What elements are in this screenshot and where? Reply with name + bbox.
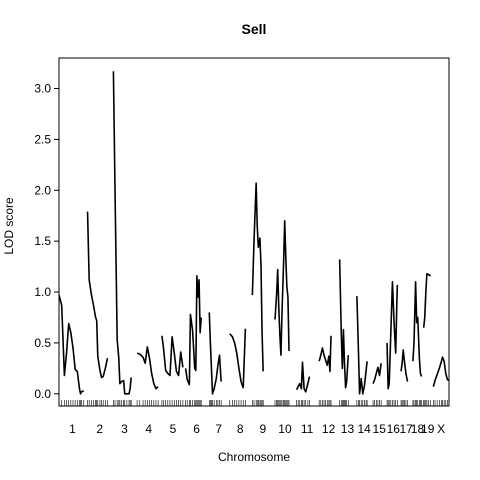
- x-tick-label: 10: [278, 422, 292, 436]
- y-tick-label: 2.0: [34, 183, 51, 197]
- lod-curve-chr-3: [112, 71, 132, 395]
- x-axis-label: Chromosome: [218, 450, 290, 464]
- lod-curve-chr-9: [251, 182, 264, 372]
- x-tick-label: 5: [170, 422, 177, 436]
- x-tick-label: 1: [69, 422, 76, 436]
- lod-curve-chr-15: [372, 363, 382, 384]
- lod-curve-chr-14: [356, 296, 368, 395]
- lod-curve-chr-10: [274, 220, 290, 356]
- y-tick-label: 0.5: [34, 336, 51, 350]
- lod-curve-chr-12: [318, 335, 332, 373]
- lod-curve-chr-6: [184, 274, 203, 386]
- x-tick-label: 7: [215, 422, 222, 436]
- lod-curve-chr-19: [422, 272, 432, 328]
- x-tick-label: 3: [121, 422, 128, 436]
- x-tick-label: 14: [357, 422, 371, 436]
- x-tick-label: 17: [399, 422, 413, 436]
- x-tick-label: X: [437, 422, 445, 436]
- y-tick-label: 3.0: [34, 82, 51, 96]
- lod-curve-chr-11: [295, 361, 311, 393]
- x-tick-label: 11: [301, 422, 314, 436]
- x-tick-label: 8: [237, 422, 244, 436]
- lod-curve-chr-5: [161, 335, 184, 377]
- y-tick-label: 0.0: [34, 387, 51, 401]
- x-tick-label: 12: [322, 422, 336, 436]
- lod-curve-chr-16: [386, 281, 399, 390]
- y-tick-label: 1.0: [34, 285, 51, 299]
- x-tick-label: 18: [411, 422, 425, 436]
- lod-curve-chr-18: [412, 281, 423, 377]
- x-tick-label: 4: [145, 422, 152, 436]
- lod-curve-chr-17: [400, 349, 409, 382]
- x-tick-label: 16: [387, 422, 401, 436]
- lod-curve-chr-7: [208, 312, 222, 395]
- lod-curve-chr-1: [58, 294, 85, 395]
- lod-curves: [58, 71, 450, 395]
- lod-curve-chr-X: [432, 356, 450, 387]
- x-tick-label: 2: [96, 422, 103, 436]
- lod-curve-chr-13: [338, 259, 350, 389]
- lod-curve-chr-4: [136, 346, 159, 390]
- x-tick-label: 9: [260, 422, 267, 436]
- x-tick-label: 6: [193, 422, 200, 436]
- chart-title: Sell: [242, 21, 267, 37]
- lod-curve-chr-2: [86, 211, 109, 379]
- y-axis-label: LOD score: [2, 197, 16, 255]
- lod-curve-chr-8: [229, 328, 247, 389]
- x-tick-label: 13: [341, 422, 355, 436]
- x-tick-label: 15: [373, 422, 387, 436]
- y-axis: 0.0 0.5 1.0 1.5 2.0 2.5 3.0: [34, 82, 60, 401]
- y-tick-label: 1.5: [34, 234, 51, 248]
- x-tick-label: 19: [421, 422, 435, 436]
- y-tick-label: 2.5: [34, 132, 51, 146]
- marker-rug: [58, 400, 450, 406]
